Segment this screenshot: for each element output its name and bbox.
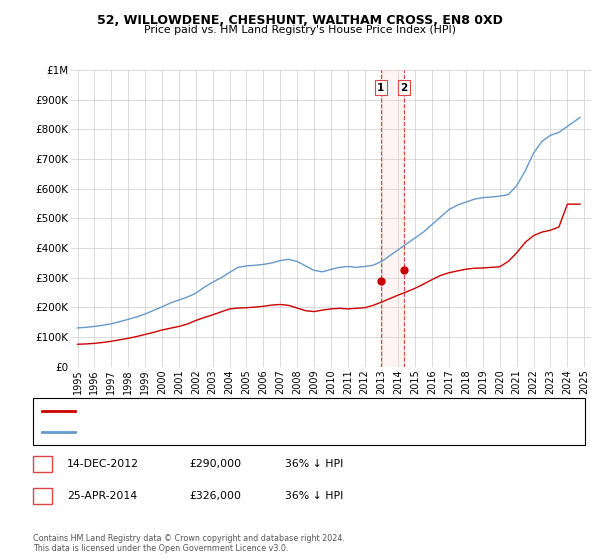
Text: 1: 1 bbox=[377, 83, 385, 93]
Bar bbox=[381, 70, 404, 367]
Text: Price paid vs. HM Land Registry's House Price Index (HPI): Price paid vs. HM Land Registry's House … bbox=[144, 25, 456, 35]
Text: 52, WILLOWDENE, CHESHUNT, WALTHAM CROSS, EN8 0XD: 52, WILLOWDENE, CHESHUNT, WALTHAM CROSS,… bbox=[97, 14, 503, 27]
Text: £290,000: £290,000 bbox=[189, 459, 241, 469]
Text: 1: 1 bbox=[39, 459, 46, 469]
Text: 36% ↓ HPI: 36% ↓ HPI bbox=[285, 491, 343, 501]
Text: 52, WILLOWDENE, CHESHUNT, WALTHAM CROSS, EN8 0XD (detached house): 52, WILLOWDENE, CHESHUNT, WALTHAM CROSS,… bbox=[82, 407, 428, 416]
Text: HPI: Average price, detached house, Broxbourne: HPI: Average price, detached house, Brox… bbox=[82, 427, 302, 436]
Text: 36% ↓ HPI: 36% ↓ HPI bbox=[285, 459, 343, 469]
Text: Contains HM Land Registry data © Crown copyright and database right 2024.
This d: Contains HM Land Registry data © Crown c… bbox=[33, 534, 345, 553]
Text: 2: 2 bbox=[400, 83, 407, 93]
Text: £326,000: £326,000 bbox=[189, 491, 241, 501]
Text: 14-DEC-2012: 14-DEC-2012 bbox=[67, 459, 139, 469]
Text: 25-APR-2014: 25-APR-2014 bbox=[67, 491, 137, 501]
Text: 2: 2 bbox=[39, 491, 46, 501]
